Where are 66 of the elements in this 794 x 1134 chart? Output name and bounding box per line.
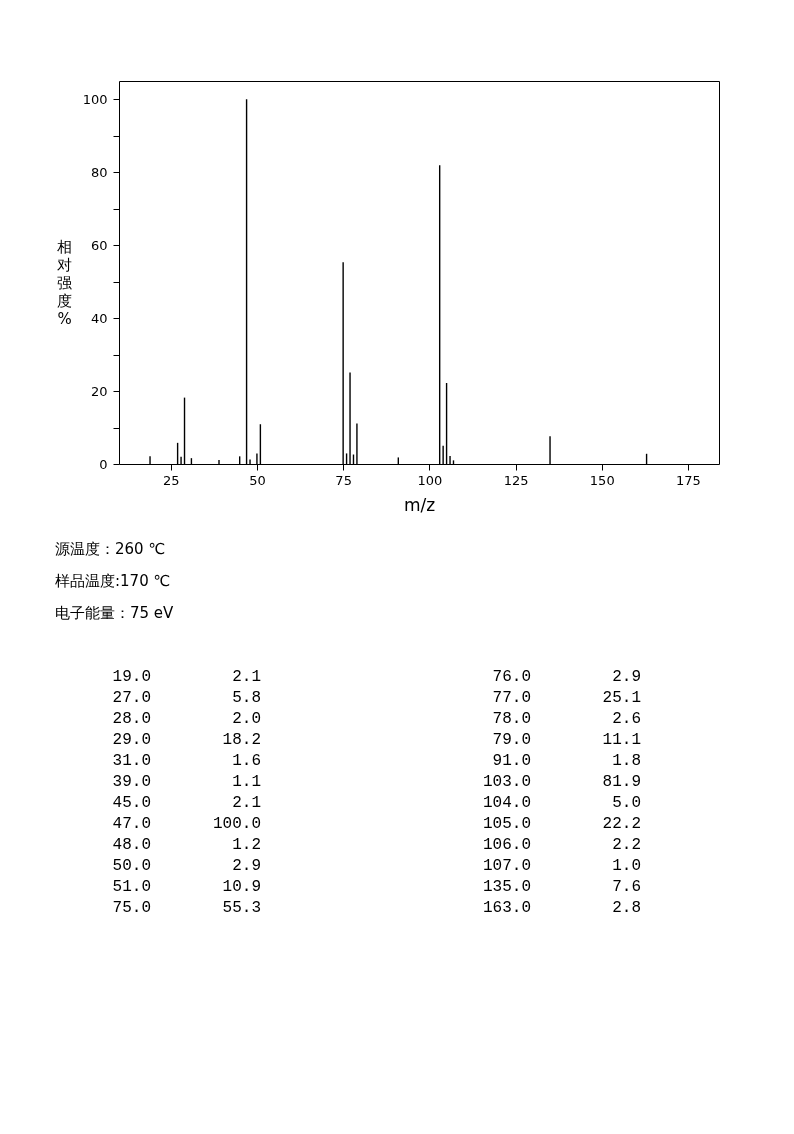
text: 27.0 [112, 689, 151, 707]
y-tick-label: 80 [90, 164, 108, 180]
text: 2.9 [612, 668, 641, 686]
text: 51.0 [112, 878, 151, 896]
y-tick-label: 60 [90, 237, 108, 253]
text: 107.0 [482, 857, 531, 875]
text: 103.0 [482, 773, 531, 791]
text: 1.8 [612, 752, 641, 770]
text: 48.0 [112, 836, 151, 854]
text: 2.1 [232, 668, 261, 686]
text: 电子能量：75 eV [55, 604, 174, 623]
text: 7.6 [612, 878, 641, 896]
text: 31.0 [112, 752, 151, 770]
text: 2.1 [232, 794, 261, 812]
text: 76.0 [492, 668, 531, 686]
text: 11.1 [602, 731, 641, 749]
x-tick-label: 175 [676, 472, 701, 488]
text: 105.0 [482, 815, 531, 833]
text: 104.0 [482, 794, 531, 812]
text: 55.3 [222, 899, 261, 917]
text: 19.0 [112, 668, 151, 686]
text: 39.0 [112, 773, 151, 791]
x-tick-label: 75 [335, 472, 352, 488]
text: 77.0 [492, 689, 531, 707]
text: 5.0 [612, 794, 641, 812]
text: 29.0 [112, 731, 151, 749]
text: 106.0 [482, 836, 531, 854]
text: 2.2 [612, 836, 641, 854]
text: 75.0 [112, 899, 151, 917]
y-tick-label: 40 [90, 310, 108, 326]
y-tick-label: 20 [90, 383, 108, 399]
text: 50.0 [112, 857, 151, 875]
x-tick-label: 125 [503, 472, 529, 488]
x-tick-label: 25 [162, 472, 180, 488]
text: 1.6 [232, 752, 261, 770]
text: 78.0 [492, 710, 531, 728]
x-tick-label: 100 [417, 472, 443, 488]
text: 79.0 [492, 731, 531, 749]
text: 25.1 [602, 689, 641, 707]
text: 1.2 [232, 836, 261, 854]
text: 2.6 [612, 710, 641, 728]
text: 91.0 [492, 752, 531, 770]
text: 2.8 [612, 899, 641, 917]
text: 10.9 [222, 878, 261, 896]
text: 22.2 [602, 815, 641, 833]
text: 28.0 [112, 710, 151, 728]
text: 2.9 [232, 857, 261, 875]
y-tick-label: 100 [82, 91, 108, 107]
x-tick-label: 150 [589, 472, 615, 488]
text: 163.0 [482, 899, 531, 917]
text: 2.0 [232, 710, 261, 728]
text: 45.0 [112, 794, 151, 812]
text: 样品温度:170 ℃ [55, 572, 171, 591]
x-axis-title: m/z [403, 494, 436, 515]
text: 5.8 [232, 689, 261, 707]
text: 1.0 [612, 857, 641, 875]
x-tick-label: 50 [249, 472, 266, 488]
text: 1.1 [232, 773, 261, 791]
y-axis-title: 相对强度% [57, 237, 72, 328]
y-tick-label: 0 [99, 456, 108, 472]
text: 100.0 [212, 815, 261, 833]
text: 源温度：260 ℃ [55, 540, 166, 559]
text: 81.9 [602, 773, 641, 791]
text: 47.0 [112, 815, 151, 833]
text: 18.2 [222, 731, 261, 749]
text: 135.0 [482, 878, 531, 896]
